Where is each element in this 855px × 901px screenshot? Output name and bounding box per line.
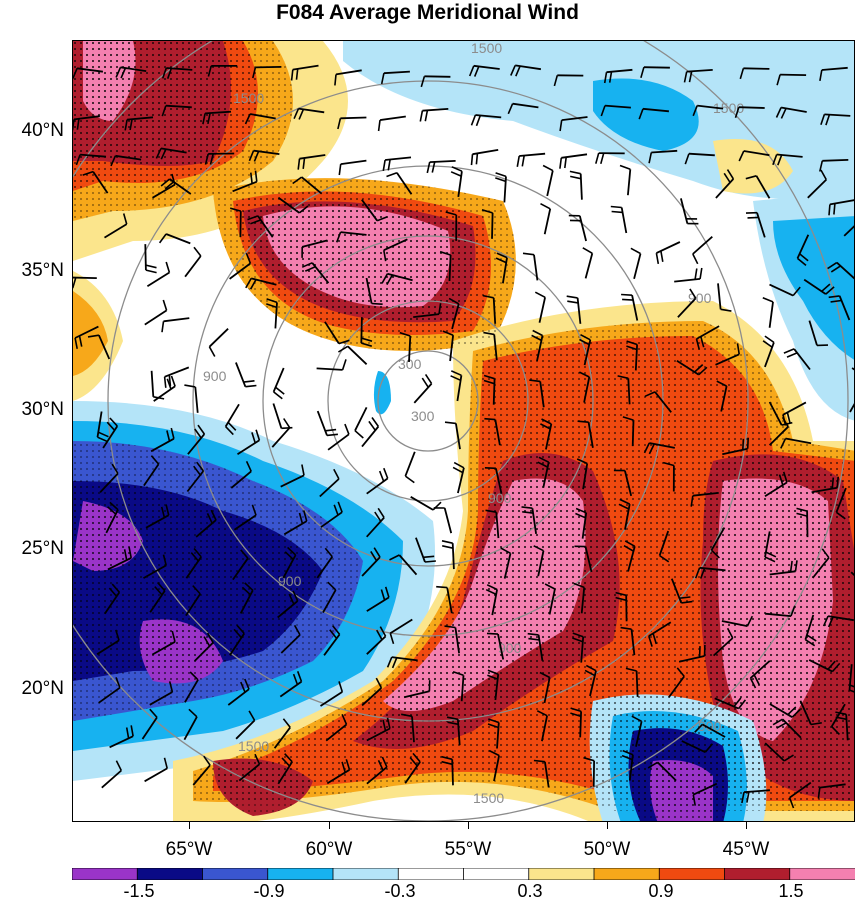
contour-label: 900 <box>278 573 302 589</box>
wind-barb <box>274 368 285 399</box>
lon-tick <box>189 822 190 829</box>
wind-barb <box>434 508 452 533</box>
wind-barb <box>681 198 699 223</box>
colorbar-swatch <box>529 868 595 880</box>
colorbar-swatch <box>594 868 660 880</box>
lat-label-20n: 20°N <box>0 679 64 699</box>
lon-tick <box>746 822 747 829</box>
wind-barb <box>338 346 366 364</box>
colorbar-swatch <box>333 868 399 880</box>
wind-barb <box>414 374 431 403</box>
lat-label-30n: 30°N <box>0 400 64 420</box>
wind-barb <box>620 166 630 196</box>
colorbar-swatch <box>137 868 203 880</box>
wind-barb <box>472 150 499 165</box>
contour-label: 1500 <box>473 790 504 806</box>
wind-barb <box>185 247 201 276</box>
colorbar-swatch <box>203 868 269 880</box>
wind-barb <box>145 300 167 325</box>
colorbar-swatch <box>659 868 725 880</box>
lon-tick <box>468 822 469 829</box>
colorbar-swatch <box>790 868 855 880</box>
colorbar-label: -0.3 <box>370 882 430 900</box>
s-negative-peak-stipple <box>650 760 713 822</box>
lon-label-60w: 60°W <box>284 840 374 860</box>
colorbar-swatch <box>725 868 791 880</box>
lon-tick <box>607 822 608 829</box>
wind-barb <box>718 283 731 311</box>
wind-barb <box>339 161 366 175</box>
contour-label: 900 <box>488 490 512 506</box>
wind-barb <box>543 166 553 196</box>
colorbar-label: -1.5 <box>109 882 169 900</box>
wind-barb <box>184 385 197 413</box>
wind-barb <box>674 268 702 282</box>
colorbar-swatch <box>464 868 530 880</box>
colorbar <box>72 868 855 880</box>
contour-label: 300 <box>411 408 435 424</box>
wind-barb <box>583 248 593 279</box>
contour-label: 1500 <box>233 90 264 106</box>
wind-barb <box>560 154 587 168</box>
lat-label-35n: 35°N <box>0 261 64 281</box>
wind-barb <box>541 204 551 235</box>
wind-barb <box>379 117 406 132</box>
wind-barb <box>273 404 292 429</box>
wind-barb <box>570 171 582 199</box>
contour-label: 900 <box>203 368 227 384</box>
wind-barb <box>209 329 228 357</box>
lon-label-45w: 45°W <box>701 840 791 860</box>
lon-label-65w: 65°W <box>144 840 234 860</box>
colorbar-label: 0.3 <box>500 882 560 900</box>
meridional-wind-field: 1500150015009009003009009009003001500150… <box>73 41 855 822</box>
wind-barb <box>317 359 346 370</box>
chart-title: F084 Average Meridional Wind <box>0 0 855 30</box>
colorbar-swatch <box>398 868 464 880</box>
wind-barb <box>318 411 338 435</box>
lat-label-25n: 25°N <box>0 539 64 559</box>
lon-label-55w: 55°W <box>423 840 513 860</box>
contour-label: 1500 <box>238 738 269 754</box>
contour-label: 1500 <box>471 41 502 56</box>
wind-barb <box>763 298 773 328</box>
wind-barb <box>631 248 641 278</box>
wind-barb <box>656 242 680 264</box>
wind-barb <box>355 407 367 438</box>
wind-barb <box>517 154 545 167</box>
wind-barb <box>236 363 257 387</box>
wind-barb <box>405 452 414 483</box>
colorbar-swatch <box>72 868 138 880</box>
colorbar-label: 0.9 <box>631 882 691 900</box>
center-negative-spot <box>374 371 391 414</box>
wind-barb <box>162 318 189 332</box>
wind-barb <box>362 418 378 447</box>
wind-barb <box>693 237 713 264</box>
wind-barb <box>611 207 627 234</box>
colorbar-swatch <box>268 868 334 880</box>
lon-tick <box>329 822 330 829</box>
lon-label-50w: 50°W <box>562 840 652 860</box>
wind-barb <box>472 115 502 126</box>
colorbar-label: 1.5 <box>761 882 821 900</box>
wind-barb <box>420 109 448 122</box>
colorbar-label: -0.9 <box>239 882 299 900</box>
lat-label-40n: 40°N <box>0 121 64 141</box>
